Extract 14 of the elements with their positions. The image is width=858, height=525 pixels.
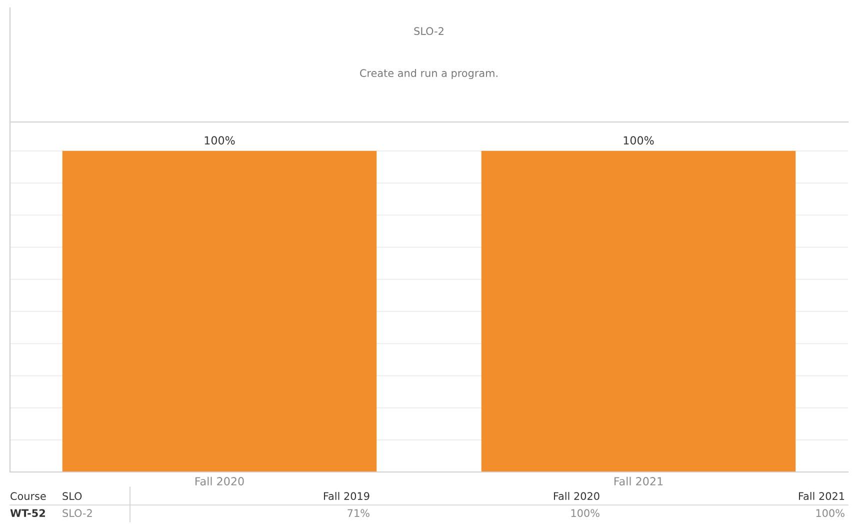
text: SLO xyxy=(62,492,82,500)
text: Fall 2020 xyxy=(554,492,600,500)
chart-title: SLO-2 xyxy=(414,27,444,36)
data-label: 100% xyxy=(204,136,235,145)
text: 71% xyxy=(348,509,370,518)
text: WT-52 xyxy=(10,509,45,518)
chart-subtitle: Create and run a program. xyxy=(360,68,498,80)
text: Course xyxy=(10,492,46,500)
text: 100% xyxy=(816,509,844,518)
data-label: 100% xyxy=(624,136,654,145)
text: 100% xyxy=(571,509,600,518)
text: Fall 2019 xyxy=(324,492,370,500)
text: SLO-2 xyxy=(62,509,92,518)
text: Fall 2021 xyxy=(798,492,844,500)
